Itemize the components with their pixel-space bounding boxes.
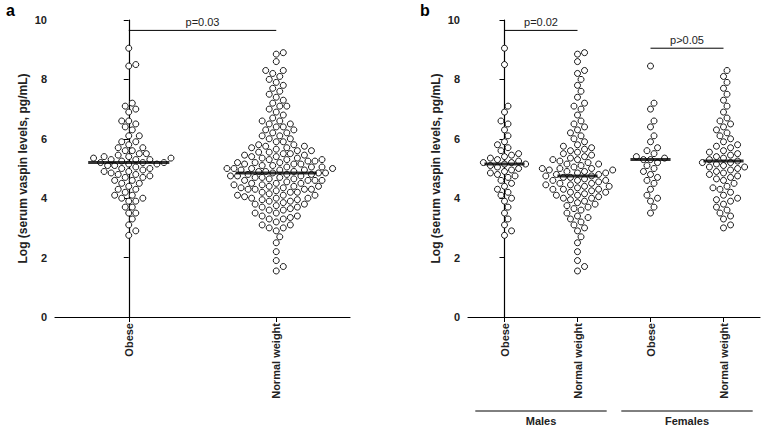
svg-text:8: 8 xyxy=(41,73,47,85)
svg-text:10: 10 xyxy=(448,14,460,26)
svg-text:4: 4 xyxy=(454,192,461,204)
svg-text:2: 2 xyxy=(454,252,460,264)
svg-text:4: 4 xyxy=(41,192,48,204)
svg-text:p=0.03: p=0.03 xyxy=(186,16,220,28)
svg-text:Log (serum vaspin levels, pg/m: Log (serum vaspin levels, pg/mL) xyxy=(16,73,30,263)
svg-text:10: 10 xyxy=(35,14,47,26)
svg-text:2: 2 xyxy=(41,252,47,264)
svg-text:Obese: Obese xyxy=(499,323,511,357)
svg-text:Normal weight: Normal weight xyxy=(572,323,584,399)
svg-text:Obese: Obese xyxy=(123,323,135,357)
svg-text:Normal weight: Normal weight xyxy=(270,323,282,399)
svg-text:6: 6 xyxy=(454,133,460,145)
svg-text:0: 0 xyxy=(41,311,47,323)
svg-text:Obese: Obese xyxy=(645,323,657,357)
svg-text:a: a xyxy=(6,2,15,19)
svg-text:b: b xyxy=(420,2,430,19)
svg-text:p=0.02: p=0.02 xyxy=(524,16,558,28)
svg-text:6: 6 xyxy=(41,133,47,145)
svg-text:8: 8 xyxy=(454,73,460,85)
svg-text:Log (serum vaspin levels, pg/m: Log (serum vaspin levels, pg/mL) xyxy=(429,73,443,263)
svg-text:Normal weight: Normal weight xyxy=(718,323,730,399)
svg-text:Males: Males xyxy=(526,415,557,427)
svg-text:0: 0 xyxy=(454,311,460,323)
svg-text:Females: Females xyxy=(665,415,709,427)
svg-text:p>0.05: p>0.05 xyxy=(670,34,704,46)
